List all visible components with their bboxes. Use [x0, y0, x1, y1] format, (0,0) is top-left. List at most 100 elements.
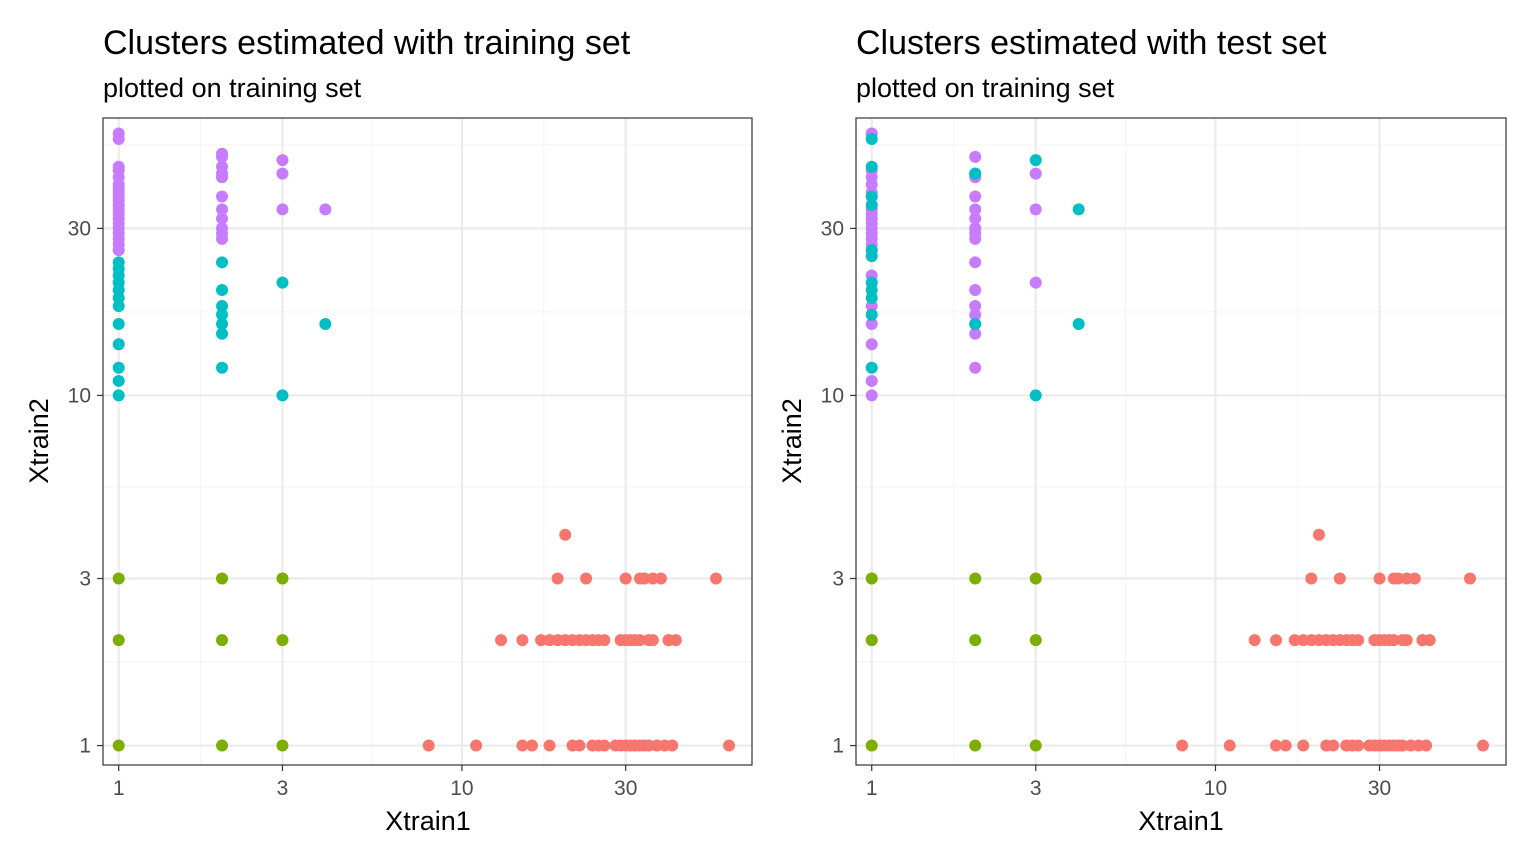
data-point [112, 160, 125, 173]
data-point [1396, 739, 1409, 752]
data-point [865, 361, 878, 374]
data-point [1270, 739, 1283, 752]
points [865, 127, 1489, 752]
x-axis-title: Xtrain1 [1138, 806, 1224, 836]
x-tick-label: 3 [277, 777, 289, 800]
data-point [525, 739, 538, 752]
data-point [1029, 739, 1042, 752]
y-tick-label: 1 [79, 735, 91, 758]
data-point [319, 317, 332, 330]
data-point [1387, 634, 1400, 647]
data-point [112, 127, 125, 140]
data-point [969, 167, 982, 180]
x-tick-label: 30 [1368, 777, 1391, 800]
chart-subtitle: plotted on training set [103, 73, 362, 103]
y-axis-title: Xtrain2 [24, 398, 54, 484]
data-point [969, 150, 982, 163]
data-point [1223, 739, 1236, 752]
panel-border [855, 117, 1507, 766]
data-point [216, 317, 229, 330]
data-point [865, 190, 878, 203]
data-point [969, 300, 982, 313]
data-point [1072, 317, 1085, 330]
x-tick-label: 1 [866, 777, 878, 800]
data-point [559, 528, 572, 541]
data-point [1029, 276, 1042, 289]
data-point [1463, 572, 1476, 585]
data-point [865, 276, 878, 289]
data-point [216, 739, 229, 752]
data-point [516, 739, 529, 752]
data-point [1420, 739, 1433, 752]
data-point [216, 212, 229, 225]
data-point [319, 203, 332, 216]
y-tick-label: 3 [79, 568, 91, 591]
data-point [112, 389, 125, 402]
data-point [646, 634, 659, 647]
data-point [1270, 634, 1283, 647]
data-point [865, 133, 878, 146]
y-tick-label: 30 [68, 217, 91, 240]
data-point [619, 572, 632, 585]
data-point [633, 634, 646, 647]
data-point [216, 284, 229, 297]
data-point [969, 317, 982, 330]
data-point [654, 572, 667, 585]
data-point [865, 317, 878, 330]
data-point [865, 244, 878, 257]
data-point [112, 338, 125, 351]
data-point [112, 256, 125, 269]
data-point [543, 739, 556, 752]
data-point [865, 198, 878, 211]
data-point [1352, 739, 1365, 752]
data-point [216, 256, 229, 269]
data-point [276, 389, 289, 402]
data-point [276, 276, 289, 289]
data-point [723, 739, 736, 752]
data-point [276, 739, 289, 752]
data-point [1333, 572, 1346, 585]
data-point [551, 572, 564, 585]
data-point [216, 308, 229, 321]
y-tick-label: 3 [832, 568, 844, 591]
data-point [112, 182, 125, 195]
data-point [470, 739, 483, 752]
data-point [865, 739, 878, 752]
data-point [495, 634, 508, 647]
data-point [1408, 572, 1421, 585]
data-point [216, 361, 229, 374]
data-point [216, 572, 229, 585]
data-point [112, 739, 125, 752]
data-point [586, 634, 599, 647]
data-point [1029, 154, 1042, 167]
data-point [276, 634, 289, 647]
data-point [969, 212, 982, 225]
data-point [573, 739, 586, 752]
data-point [1327, 739, 1340, 752]
x-tick-label: 10 [450, 777, 473, 800]
data-point [969, 327, 982, 340]
data-point [216, 300, 229, 313]
data-point [969, 190, 982, 203]
data-point [969, 222, 982, 235]
x-tick-label: 10 [1204, 777, 1227, 800]
data-point [276, 167, 289, 180]
data-point [216, 634, 229, 647]
data-point [422, 739, 435, 752]
data-point [865, 338, 878, 351]
data-point [112, 300, 125, 313]
data-point [865, 300, 878, 313]
data-point [865, 634, 878, 647]
y-tick-label: 1 [832, 735, 844, 758]
data-point [1305, 572, 1318, 585]
data-point [112, 634, 125, 647]
data-point [112, 317, 125, 330]
data-point [1423, 634, 1436, 647]
data-point [276, 572, 289, 585]
data-point [1029, 572, 1042, 585]
data-point [1340, 634, 1353, 647]
data-point [1297, 739, 1310, 752]
chart-subtitle: plotted on training set [856, 73, 1115, 103]
